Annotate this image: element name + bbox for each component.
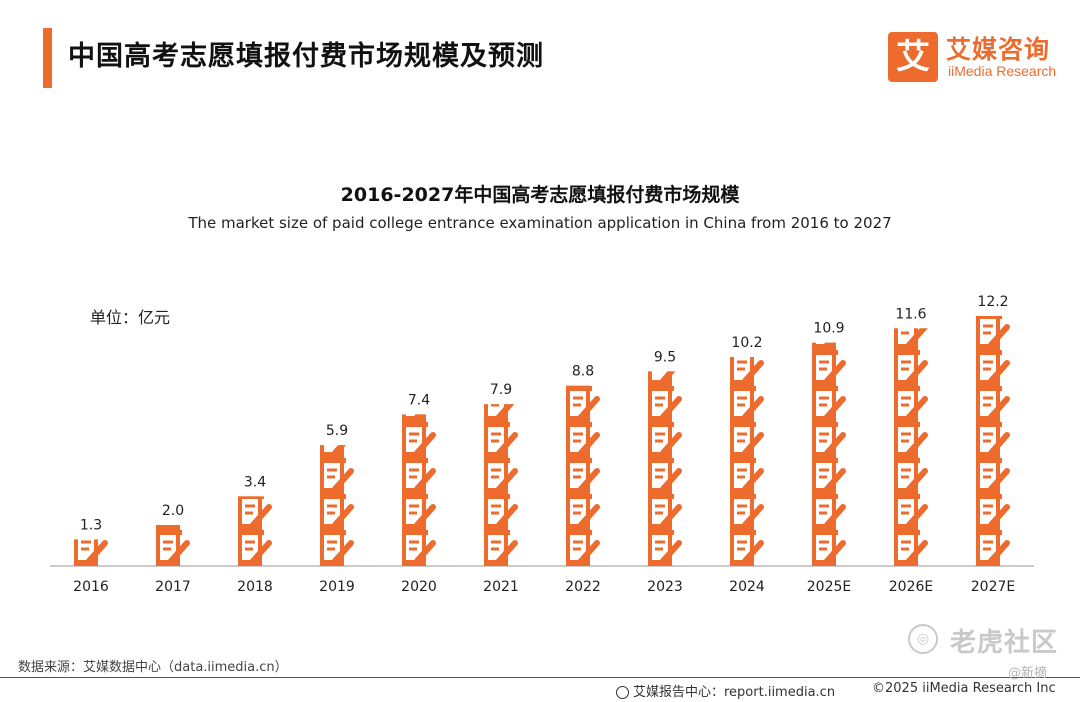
value-label: 5.9 xyxy=(326,423,348,439)
bar xyxy=(812,314,843,566)
iimedia-logo: 艾 艾媒咨询 iiMedia Research xyxy=(888,30,1068,82)
copyright: ©2025 iiMedia Research Inc xyxy=(872,681,1056,696)
x-tick-label: 2022 xyxy=(565,579,601,595)
report-center-text: 艾媒报告中心：report.iimedia.cn xyxy=(633,685,836,700)
watermark-icon: ◎ xyxy=(908,624,938,654)
value-label: 1.3 xyxy=(80,517,102,533)
x-tick-label: 2027E xyxy=(971,579,1015,595)
logo-mark: 艾 xyxy=(888,32,938,82)
bar xyxy=(894,314,925,566)
x-tick-label: 2026E xyxy=(889,579,933,595)
x-tick-label: 2017 xyxy=(155,579,191,595)
logo-english-name: iiMedia Research xyxy=(948,63,1057,79)
bar xyxy=(238,494,269,566)
bar xyxy=(566,350,597,566)
x-tick-label: 2020 xyxy=(401,579,437,595)
data-source: 数据来源：艾媒数据中心（data.iimedia.cn） xyxy=(18,660,288,675)
bar xyxy=(74,530,105,566)
report-center: 艾媒报告中心：report.iimedia.cn xyxy=(616,681,835,700)
x-tick-label: 2023 xyxy=(647,579,683,595)
chart-subtitle: The market size of paid college entrance… xyxy=(188,214,892,232)
watermark-text: 老虎社区 xyxy=(950,628,1059,658)
value-label: 7.9 xyxy=(490,382,512,398)
value-label: 8.8 xyxy=(572,364,594,380)
bar xyxy=(648,350,679,566)
bar xyxy=(730,350,761,566)
bar xyxy=(320,422,351,566)
value-label: 3.4 xyxy=(244,474,266,490)
value-label: 11.6 xyxy=(895,306,926,322)
value-label: 12.2 xyxy=(977,294,1008,310)
bar xyxy=(976,314,1007,566)
value-label: 10.9 xyxy=(813,321,844,337)
x-tick-label: 2016 xyxy=(73,579,109,595)
title-accent-bar xyxy=(43,28,52,88)
value-label: 10.2 xyxy=(731,335,762,351)
bar xyxy=(402,386,433,566)
x-tick-label: 2021 xyxy=(483,579,519,595)
page-title: 中国高考志愿填报付费市场规模及预测 xyxy=(68,41,544,72)
x-tick-label: 2025E xyxy=(807,579,851,595)
watermark-sub: @新摘 xyxy=(1008,666,1048,681)
x-tick-label: 2024 xyxy=(729,579,765,595)
value-label: 7.4 xyxy=(408,392,430,408)
chart-title: 2016-2027年中国高考志愿填报付费市场规模 xyxy=(340,184,740,206)
x-tick-label: 2019 xyxy=(319,579,355,595)
globe-icon xyxy=(616,686,629,699)
unit-label: 单位：亿元 xyxy=(90,308,171,327)
value-label: 2.0 xyxy=(162,503,184,519)
bar xyxy=(484,386,515,566)
x-tick-label: 2018 xyxy=(237,579,273,595)
value-label: 9.5 xyxy=(654,349,676,365)
logo-chinese-name: 艾媒咨询 xyxy=(946,35,1051,64)
footer-divider xyxy=(0,677,1080,678)
